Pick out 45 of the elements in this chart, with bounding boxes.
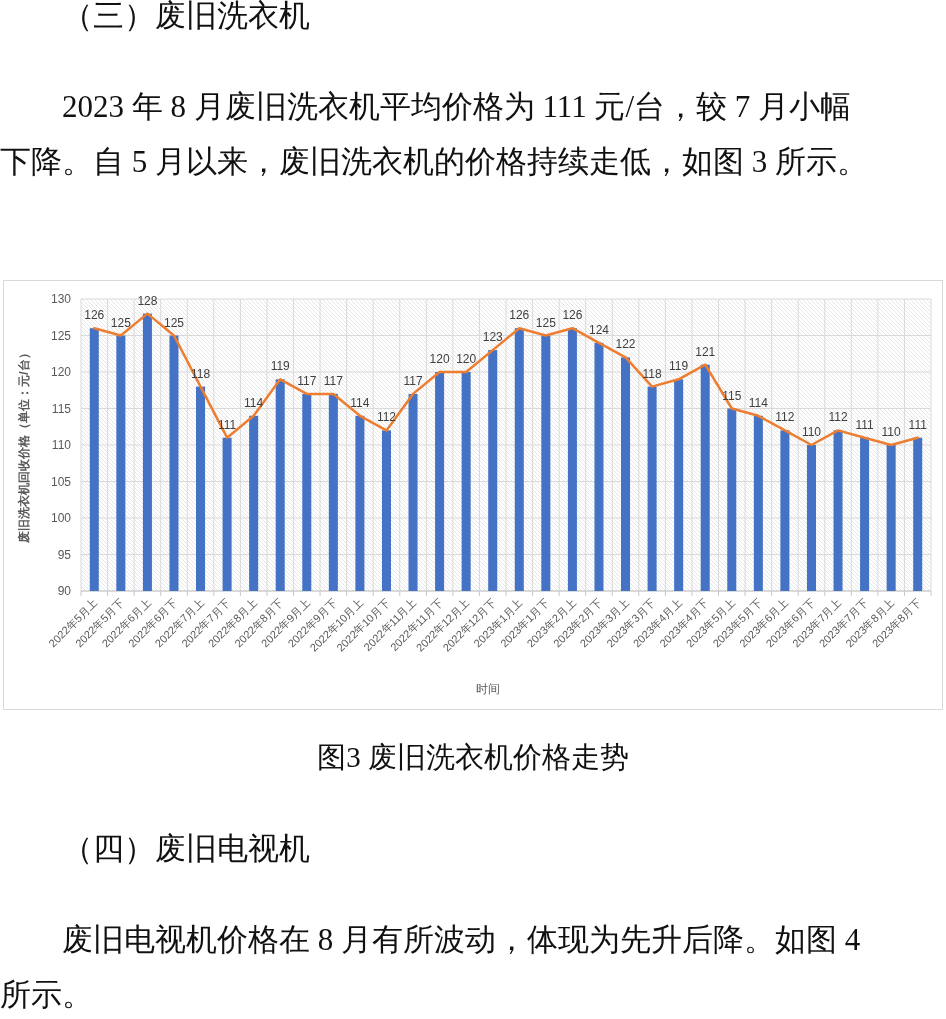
data-label: 114 <box>748 395 769 410</box>
y-tick-label: 115 <box>51 401 72 416</box>
data-label: 110 <box>801 425 822 439</box>
y-tick-label: 90 <box>57 584 72 598</box>
y-tick-label: 120 <box>50 365 72 379</box>
y-tick-label: 130 <box>50 292 72 306</box>
y-tick-label: 100 <box>50 511 72 525</box>
y-tick-label: 105 <box>50 474 72 489</box>
y-tick-label: 110 <box>51 438 72 452</box>
data-label: 119 <box>270 359 291 374</box>
data-label: 120 <box>429 352 450 366</box>
data-label: 125 <box>535 315 557 330</box>
text: 废旧电视机价格在 8 月有所波动，体现为先升后降。如图 4 所示。 <box>0 921 862 1014</box>
data-label: 126 <box>84 308 105 323</box>
data-label: 111 <box>855 417 875 432</box>
y-tick-label: 95 <box>57 547 72 562</box>
data-label: 112 <box>376 410 397 425</box>
data-label: 118 <box>642 366 662 381</box>
text: （四）废旧电视机 <box>61 830 311 868</box>
data-label: 117 <box>323 373 344 388</box>
data-label: 117 <box>403 373 423 388</box>
data-label: 119 <box>669 359 689 374</box>
data-label: 120 <box>456 352 477 366</box>
data-label: 121 <box>695 344 716 359</box>
data-label: 114 <box>244 395 264 410</box>
data-label: 128 <box>137 293 158 308</box>
data-label: 126 <box>562 308 583 323</box>
data-label: 117 <box>297 373 317 388</box>
data-label: 126 <box>509 308 530 323</box>
data-label: 110 <box>881 425 902 439</box>
data-label: 114 <box>350 395 370 410</box>
data-label: 112 <box>775 410 795 425</box>
data-label: 123 <box>482 330 504 345</box>
text: 2023 年 8 月废旧洗衣机平均价格为 111 元/台，较 7 月小幅下降。自 5 月以来，废旧洗衣机的价格持续走低，如图 3 所示。 <box>0 88 869 181</box>
data-label: 111 <box>908 417 928 432</box>
text: （三）废旧洗衣机 <box>61 0 311 35</box>
data-label: 122 <box>615 337 636 352</box>
y-tick-label: 125 <box>50 328 72 343</box>
y-axis-title: 废旧洗衣机回收价格（单位：元/台） <box>17 347 31 544</box>
data-label: 125 <box>163 315 185 330</box>
text: 图3 废旧洗衣机价格走势 <box>316 740 630 775</box>
data-label: 124 <box>588 322 610 337</box>
data-label: 125 <box>110 315 132 330</box>
x-axis-title: 时间 <box>476 682 500 696</box>
data-label: 112 <box>828 410 848 425</box>
